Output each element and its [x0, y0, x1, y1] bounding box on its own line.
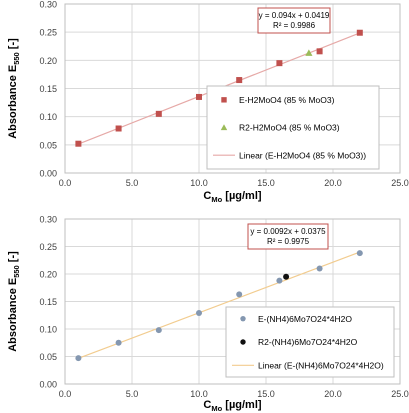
x-tick-label: 25.0 [391, 178, 409, 188]
legend-label: R2-H2MoO4 (85 % MoO3) [239, 123, 340, 133]
x-axis-title: CMo [µg/ml] [203, 190, 261, 204]
x-tick-label: 0.0 [59, 178, 72, 188]
y-axis-title-unit: [-] [7, 38, 19, 52]
data-point [316, 48, 323, 55]
y-tick-label: 0.25 [39, 242, 57, 252]
y-tick-label: 0.10 [39, 325, 57, 335]
y-axis-title: Absorbance E550 [-] [7, 38, 21, 139]
y-axis-title-main: Absorbance E [7, 65, 19, 139]
equation-box [247, 223, 329, 250]
y-tick-label: 0.25 [39, 28, 57, 38]
data-point [305, 49, 313, 56]
y-tick-label: 0.00 [39, 169, 57, 179]
x-axis-title-unit: [µg/ml] [222, 190, 262, 202]
equation-label: y = 0.0092x + 0.0375 [250, 227, 326, 236]
x-axis-title-main: C [203, 399, 211, 411]
x-tick-label: 15.0 [257, 178, 275, 188]
data-point [356, 250, 363, 257]
legend-label: R2-(NH4)6Mo7O24*4H2O [258, 337, 358, 347]
equation-label: R² = 0.9986 [273, 21, 316, 30]
y-axis-title-sub: 550 [12, 52, 21, 65]
trendline [78, 251, 361, 359]
y-tick-label: 0.15 [39, 84, 57, 94]
y-axis-title-unit: [-] [7, 251, 19, 265]
data-point [196, 310, 202, 317]
data-point [115, 339, 122, 346]
x-tick-label: 10.0 [190, 178, 208, 188]
x-tick-label: 25.0 [391, 389, 409, 399]
y-axis-title: Absorbance E550 [-] [7, 251, 21, 352]
legend [206, 85, 380, 170]
data-point [276, 277, 283, 284]
y-axis-title-sub: 550 [12, 265, 21, 278]
x-tick-label: 10.0 [190, 389, 208, 399]
data-point [196, 93, 202, 100]
data-point [283, 273, 290, 280]
y-axis-title-main: Absorbance E [7, 278, 19, 352]
plot-area [64, 3, 401, 174]
data-point [155, 110, 162, 117]
y-tick-label: 0.10 [39, 112, 57, 122]
y-tick-label: 0.05 [39, 140, 57, 150]
x-axis-title-unit: [µg/ml] [222, 399, 262, 411]
x-tick-label: 5.0 [126, 389, 139, 399]
y-tick-label: 0.20 [39, 270, 57, 280]
legend-marker [221, 97, 227, 103]
y-tick-label: 0.30 [39, 0, 57, 10]
x-axis-title-main: C [203, 190, 211, 202]
legend-marker [240, 339, 246, 345]
data-point [75, 140, 82, 147]
plot-area [64, 218, 401, 385]
legend-marker [240, 315, 246, 322]
x-tick-label: 20.0 [324, 178, 342, 188]
equation-label: y = 0.094x + 0.0419 [259, 11, 330, 20]
data-point [115, 125, 122, 132]
data-point [236, 77, 243, 84]
y-tick-label: 0.20 [39, 56, 57, 66]
data-point [276, 60, 283, 67]
y-tick-label: 0.30 [39, 215, 57, 225]
equation-label: R² = 0.9975 [267, 237, 310, 246]
x-axis-title-sub: Mo [211, 195, 222, 204]
x-axis-title: CMo [µg/ml] [203, 399, 261, 413]
x-tick-label: 5.0 [126, 178, 139, 188]
data-point [155, 327, 162, 334]
y-tick-label: 0.00 [39, 380, 57, 390]
legend-label: E-(NH4)6Mo7O24*4H2O [258, 314, 352, 324]
data-point [316, 265, 323, 272]
legend-label: E-H2MoO4 (85 % MoO3) [239, 95, 335, 105]
legend-label: Linear (E-(NH4)6Mo7O24*4H2O) [258, 361, 384, 371]
legend-marker [220, 124, 228, 131]
y-tick-label: 0.05 [39, 352, 57, 362]
data-point [75, 355, 82, 362]
x-tick-label: 20.0 [324, 389, 342, 399]
data-point [356, 29, 363, 36]
y-tick-label: 0.15 [39, 297, 57, 307]
chart-1: 0.00 0.05 0.10 0.15 0.20 0.25 0.30 0.0 5.0 10.0 15… [7, 0, 409, 204]
legend-label: Linear (E-H2MoO4 (85 % MoO3)) [239, 150, 366, 160]
data-point [236, 291, 243, 298]
x-axis-title-sub: Mo [211, 404, 222, 413]
equation-box [257, 7, 331, 34]
x-tick-label: 0.0 [59, 389, 72, 399]
x-tick-label: 15.0 [257, 389, 275, 399]
chart-2: 0.00 0.05 0.10 0.15 0.20 0.25 0.30 0.0 5.0 10.0 15… [7, 215, 409, 413]
